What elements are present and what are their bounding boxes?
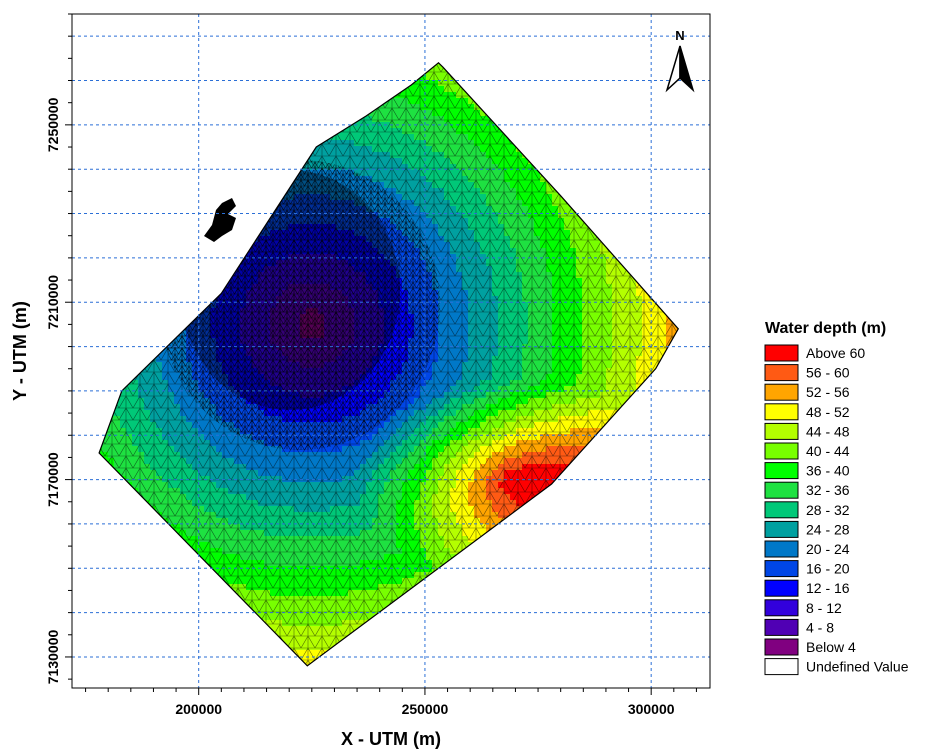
depth-map-chart: 200000 250000 300000 713000071700007210000…: [10, 13, 909, 749]
